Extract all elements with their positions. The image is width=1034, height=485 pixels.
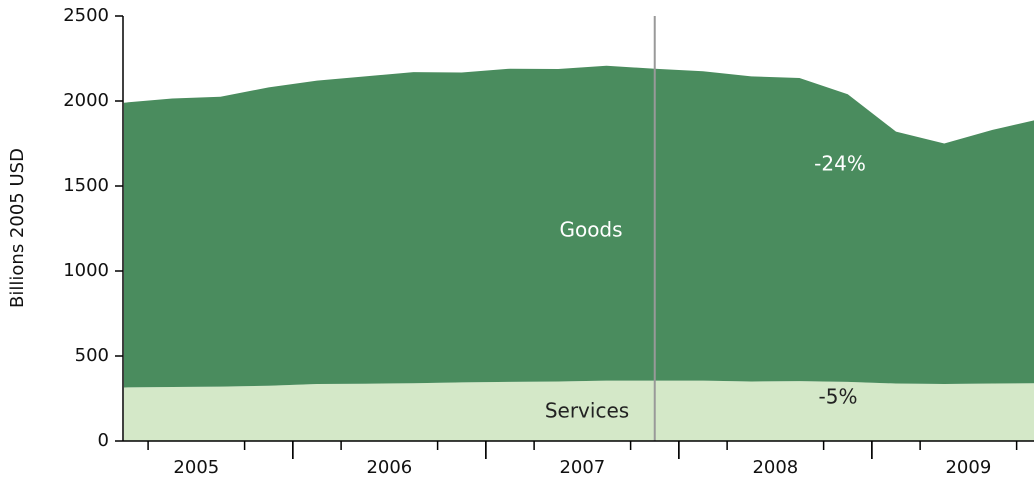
x-tick-label: 2009 — [945, 457, 991, 478]
y-tick-label: 1000 — [63, 260, 109, 281]
y-tick-label: 2500 — [63, 5, 109, 26]
area-1 — [123, 65, 1034, 388]
x-tick-label: 2006 — [366, 457, 412, 478]
y-axis-label: Billions 2005 USD — [7, 148, 28, 308]
annotation: -5% — [819, 385, 858, 409]
annotation: -24% — [814, 152, 866, 176]
y-tick-label: 500 — [75, 345, 109, 366]
y-tick-label: 1500 — [63, 175, 109, 196]
x-tick-label: 2008 — [752, 457, 798, 478]
y-tick-label: 0 — [98, 430, 109, 451]
plot-area — [123, 65, 1034, 441]
area-0 — [123, 380, 1034, 441]
y-tick-label: 2000 — [63, 90, 109, 111]
annotation: Goods — [559, 218, 622, 242]
x-tick-label: 2007 — [559, 457, 605, 478]
annotation: Services — [545, 399, 629, 423]
x-tick-label: 2005 — [173, 457, 219, 478]
